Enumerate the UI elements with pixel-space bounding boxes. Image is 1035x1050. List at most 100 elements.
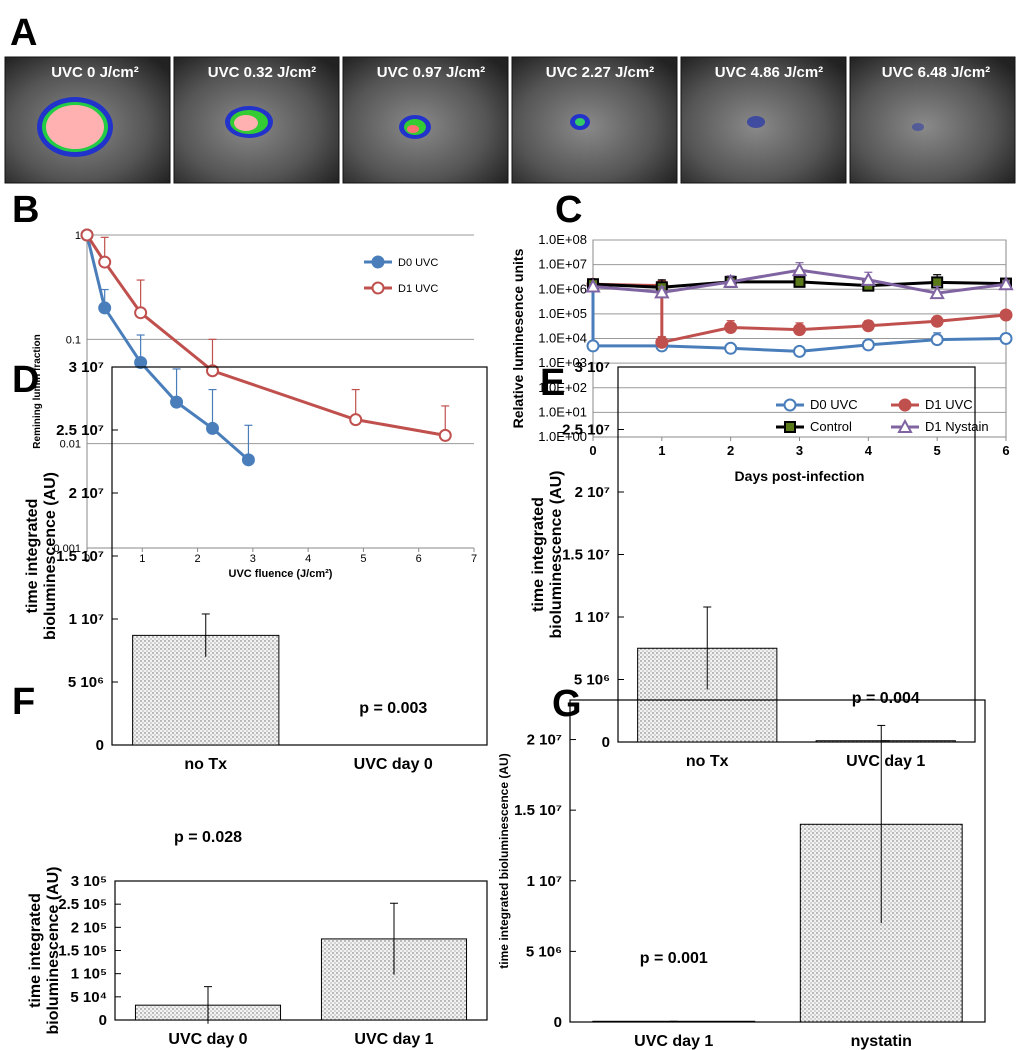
panel-label: C <box>555 189 582 231</box>
y-tick-label: 1.0E+01 <box>538 404 587 419</box>
y-tick-label: 0.01 <box>60 439 81 451</box>
y-tick-label: 1.0E+02 <box>538 380 587 395</box>
y-tick-label: 0 <box>96 737 104 754</box>
data-point <box>861 338 875 352</box>
y-tick-label: 5 10⁶ <box>526 943 562 960</box>
x-tick-label: UVC day 1 <box>846 753 925 770</box>
annotation: p = 0.003 <box>359 700 427 717</box>
x-tick-label: 0 <box>589 443 596 458</box>
y-tick-label: 1.0E+08 <box>538 232 587 247</box>
x-tick-label: 3 <box>796 443 803 458</box>
image-frame: UVC 0.32 J/cm² <box>173 56 340 184</box>
image-label: UVC 0.32 J/cm² <box>208 64 316 81</box>
y-tick-label: 0.1 <box>66 334 81 346</box>
panel-label: F <box>12 681 35 723</box>
y-tick-label: 1.0E+00 <box>538 429 587 444</box>
y-tick-label: 2 10⁷ <box>575 484 610 501</box>
data-point <box>134 306 148 320</box>
y-tick-label: 2 10⁷ <box>69 485 104 502</box>
data-point <box>998 276 1014 291</box>
series-line <box>85 234 250 461</box>
x-tick-label: 7 <box>471 553 477 565</box>
y-tick-label: 1 10⁷ <box>69 611 104 628</box>
image-label: UVC 2.27 J/cm² <box>546 64 654 81</box>
x-tick-label: UVC day 0 <box>354 756 433 773</box>
data-point <box>793 275 806 288</box>
legend-label: Control <box>810 419 852 434</box>
annotation: p = 0.001 <box>640 950 708 967</box>
data-point <box>80 228 94 242</box>
y-tick-label: 2.5 10⁵ <box>58 896 107 913</box>
y-tick-label: 3 10⁵ <box>71 873 107 890</box>
y-tick-label: 5 10⁶ <box>574 672 610 689</box>
x-tick-label: no Tx <box>184 756 227 773</box>
y-axis-label: time integrated bioluminescence (AU) <box>497 753 511 968</box>
image-frame: UVC 2.27 J/cm² <box>511 56 678 184</box>
x-tick-label: nystatin <box>851 1033 912 1050</box>
y-tick-label: 1 10⁵ <box>71 966 107 983</box>
y-tick-label: 0.001 <box>53 543 81 555</box>
data-point <box>724 320 738 334</box>
y-tick-label: 1.0E+05 <box>538 306 587 321</box>
data-point <box>98 301 112 315</box>
x-tick-label: 2 <box>727 443 734 458</box>
y-tick-label: 1.0E+07 <box>538 257 587 272</box>
data-point <box>999 308 1013 322</box>
panel-label: A <box>10 12 37 54</box>
y-tick-label: 1 <box>75 230 81 242</box>
x-tick-label: 6 <box>416 553 422 565</box>
y-tick-label: 0 <box>99 1012 107 1029</box>
legend-marker <box>371 255 385 269</box>
data-point <box>654 284 670 299</box>
y-axis-label: Relative luminesence units <box>510 248 526 428</box>
y-tick-label: 2.5 10⁷ <box>56 422 104 439</box>
y-tick-label: 1 10⁷ <box>575 609 610 626</box>
x-tick-label: 5 <box>360 553 366 565</box>
x-tick-label: 6 <box>1002 443 1009 458</box>
data-point <box>793 344 806 358</box>
image-label: UVC 0.97 J/cm² <box>377 64 485 81</box>
x-tick-label: UVC day 1 <box>354 1031 433 1048</box>
data-point <box>861 319 875 333</box>
y-tick-label: 1 10⁷ <box>527 873 562 890</box>
data-point <box>241 453 255 467</box>
data-point <box>724 341 738 355</box>
y-tick-label: 1.0E+06 <box>538 281 587 296</box>
data-point <box>98 255 112 269</box>
legend-marker <box>783 398 797 412</box>
x-tick-label: 4 <box>305 553 311 565</box>
data-point <box>205 364 219 378</box>
y-tick-label: 1.0E+03 <box>538 355 587 370</box>
image-frame: UVC 0.97 J/cm² <box>342 56 509 184</box>
x-tick-label: 1 <box>658 443 665 458</box>
legend-marker <box>784 421 796 433</box>
y-tick-label: 2 10⁷ <box>527 732 562 749</box>
image-label: UVC 4.86 J/cm² <box>715 64 823 81</box>
image-frame: UVC 6.48 J/cm² <box>849 56 1016 184</box>
x-tick-label: 2 <box>195 553 201 565</box>
data-point <box>586 339 600 353</box>
y-tick-label: 1.5 10⁷ <box>514 802 562 819</box>
annotation: p = 0.004 <box>852 690 920 707</box>
data-point <box>930 333 944 347</box>
x-tick-label: UVC day 0 <box>168 1031 247 1048</box>
y-tick-label: 1.0E+04 <box>538 331 587 346</box>
image-label: UVC 6.48 J/cm² <box>882 64 990 81</box>
x-axis-label: UVC fluence (J/cm²) <box>229 568 333 580</box>
legend-label: D0 UVC <box>810 397 858 412</box>
panel-label: B <box>12 189 39 231</box>
y-tick-label: 0 <box>602 734 610 751</box>
data-point <box>860 271 877 286</box>
y-tick-label: 1.5 10⁵ <box>58 943 107 960</box>
legend-label: D1 Nystain <box>925 419 989 434</box>
series-line <box>591 284 1007 353</box>
y-tick-label: 1.5 10⁷ <box>562 547 610 564</box>
image-frame: UVC 0 J/cm² <box>4 56 171 184</box>
legend-label: D1 UVC <box>925 397 973 412</box>
y-axis-label: Remining lumin fraction <box>32 334 43 448</box>
y-tick-label: 0 <box>554 1014 562 1031</box>
x-tick-label: 3 <box>250 553 256 565</box>
data-point <box>930 314 944 328</box>
panel-label: D <box>12 359 39 401</box>
legend-marker <box>371 281 385 295</box>
